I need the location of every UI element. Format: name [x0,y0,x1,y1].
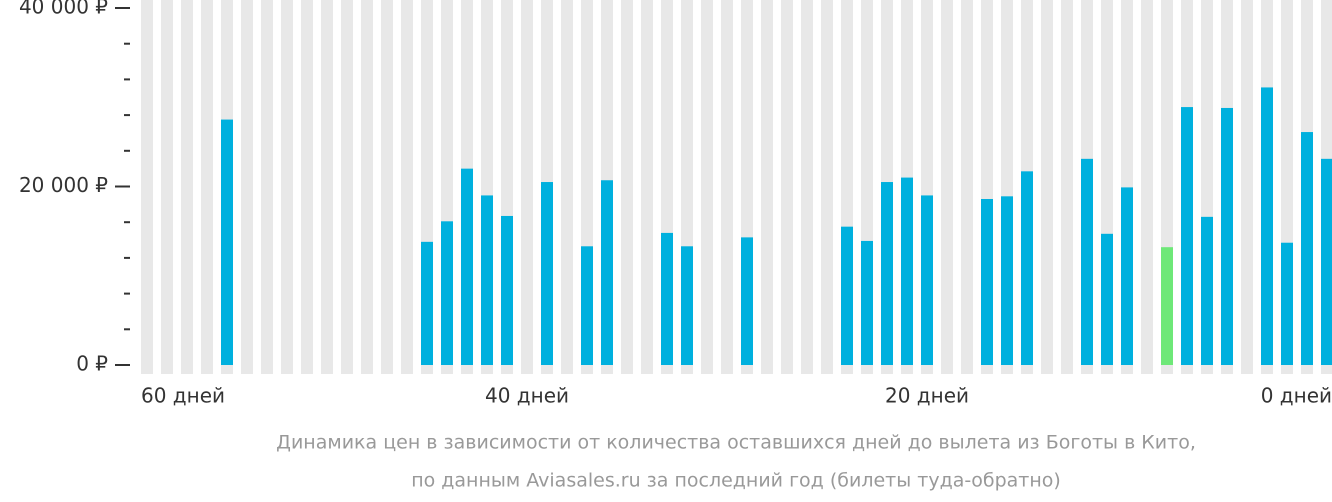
bar-background [321,0,333,374]
bar-background [201,0,213,374]
x-tick-label: 40 дней [485,384,569,408]
bar-background [721,0,733,374]
bar-background [621,0,633,374]
bar-background [801,0,813,374]
bar-background [161,0,173,374]
bar [1081,158,1093,365]
bar-background [1041,0,1053,374]
bar [1281,242,1293,365]
bar-background [261,0,273,374]
bar [1161,247,1173,365]
bar [981,198,993,365]
caption: Динамика цен в зависимости от количества… [276,432,1196,454]
bar-background [301,0,313,374]
bar [861,240,873,365]
x-tick-label: 20 дней [885,384,969,408]
bar-background [641,0,653,374]
bar [441,221,453,365]
y-tick-label: 40 000 ₽ [19,0,108,19]
bar [661,232,673,365]
bar-background [781,0,793,374]
bar [921,195,933,365]
bar-background [1241,0,1253,374]
bar [601,180,613,365]
bar-background [561,0,573,374]
bar [581,246,593,365]
bar [1301,132,1313,365]
bar [1181,107,1193,365]
bar-background [701,0,713,374]
y-tick-label: 20 000 ₽ [19,173,108,197]
y-tick-label: 0 ₽ [76,352,108,376]
bar-background [341,0,353,374]
bar-background [181,0,193,374]
bar-background [1061,0,1073,374]
bar [881,182,893,365]
bar [1201,216,1213,365]
bar [901,177,913,365]
bar [481,195,493,365]
bar-background [381,0,393,374]
bar [461,168,473,365]
bar [421,241,433,365]
x-tick-label: 60 дней [141,384,225,408]
bar [1221,107,1233,366]
bar-background [821,0,833,374]
bar-background [241,0,253,374]
bar [1121,187,1133,365]
bar [741,237,753,365]
bar [221,119,233,365]
bar-background [141,0,153,374]
x-tick-label: 0 дней [1261,384,1332,408]
bar [1101,233,1113,365]
bar [1261,87,1273,366]
bar [841,226,853,365]
bar [1021,171,1033,365]
bar [541,182,553,365]
bar-background [521,0,533,374]
caption: по данным Aviasales.ru за последний год … [411,470,1061,492]
bar-background [1141,0,1153,374]
bar [1321,158,1332,365]
bar-background [361,0,373,374]
bar-background [941,0,953,374]
bar-background [401,0,413,374]
bar-background [961,0,973,374]
bar [501,215,513,365]
bar [1001,196,1013,365]
bar-background [761,0,773,374]
bar-background [281,0,293,374]
bar [681,246,693,365]
